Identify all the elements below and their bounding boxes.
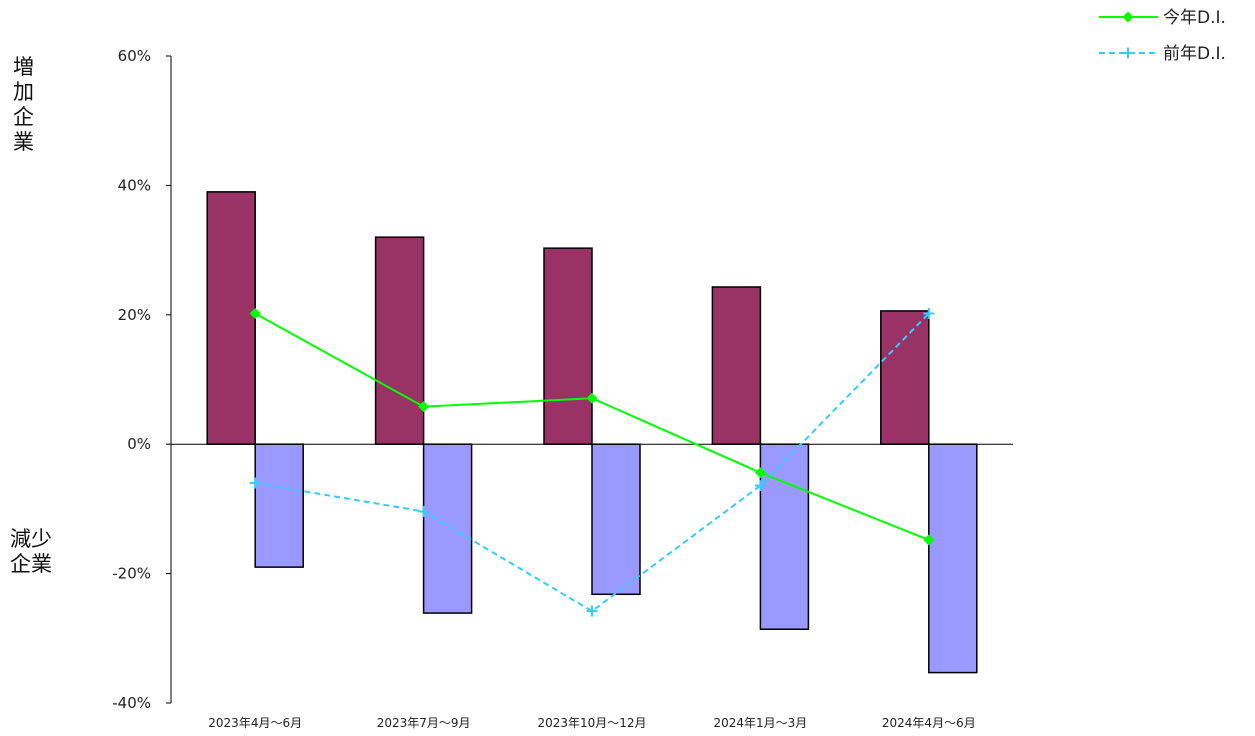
x-category-label: 2024年1月～3月: [713, 716, 807, 730]
legend-label: 今年D.I.: [1163, 8, 1226, 28]
decrease-bar: [759, 443, 810, 630]
diamond-marker: [586, 392, 598, 404]
diamond-marker: [249, 308, 261, 320]
diamond-marker: [1122, 11, 1134, 23]
decrease-bar: [254, 443, 304, 568]
y-tick-label: -20%: [112, 565, 151, 583]
increase-bar: [711, 286, 762, 445]
diamond-marker: [923, 534, 935, 546]
y-tick-label: 20%: [118, 306, 151, 324]
increase-bar: [206, 191, 256, 445]
y-tick-label: 60%: [118, 47, 151, 65]
x-category-label: 2024年4月～6月: [882, 716, 976, 730]
increase-bar: [374, 236, 425, 445]
diamond-marker: [418, 401, 430, 413]
y-tick-label: 40%: [118, 176, 151, 194]
increase-bar: [880, 310, 930, 445]
last-year-di-line: [255, 312, 930, 613]
diamond-marker: [754, 467, 766, 479]
x-category-label: 2023年4月～6月: [208, 716, 302, 730]
increase-bar: [543, 247, 593, 445]
decrease-bar: [422, 443, 473, 614]
x-category-label: 2023年7月～9月: [377, 716, 471, 730]
decrease-bar: [591, 443, 641, 596]
lines: [249, 308, 935, 617]
bars: [206, 191, 978, 674]
y-tick-label: 0%: [127, 435, 151, 453]
legend-label: 前年D.I.: [1163, 44, 1226, 64]
decrease-bar: [928, 443, 978, 674]
decrease-companies-label: 減少 企業: [10, 527, 52, 576]
legend: 今年D.I. 前年D.I.: [1099, 8, 1226, 64]
x-category-label: 2023年10月～12月: [537, 716, 646, 730]
increase-companies-label: 増加企業: [13, 55, 34, 154]
y-tick-label: -40%: [112, 694, 151, 712]
